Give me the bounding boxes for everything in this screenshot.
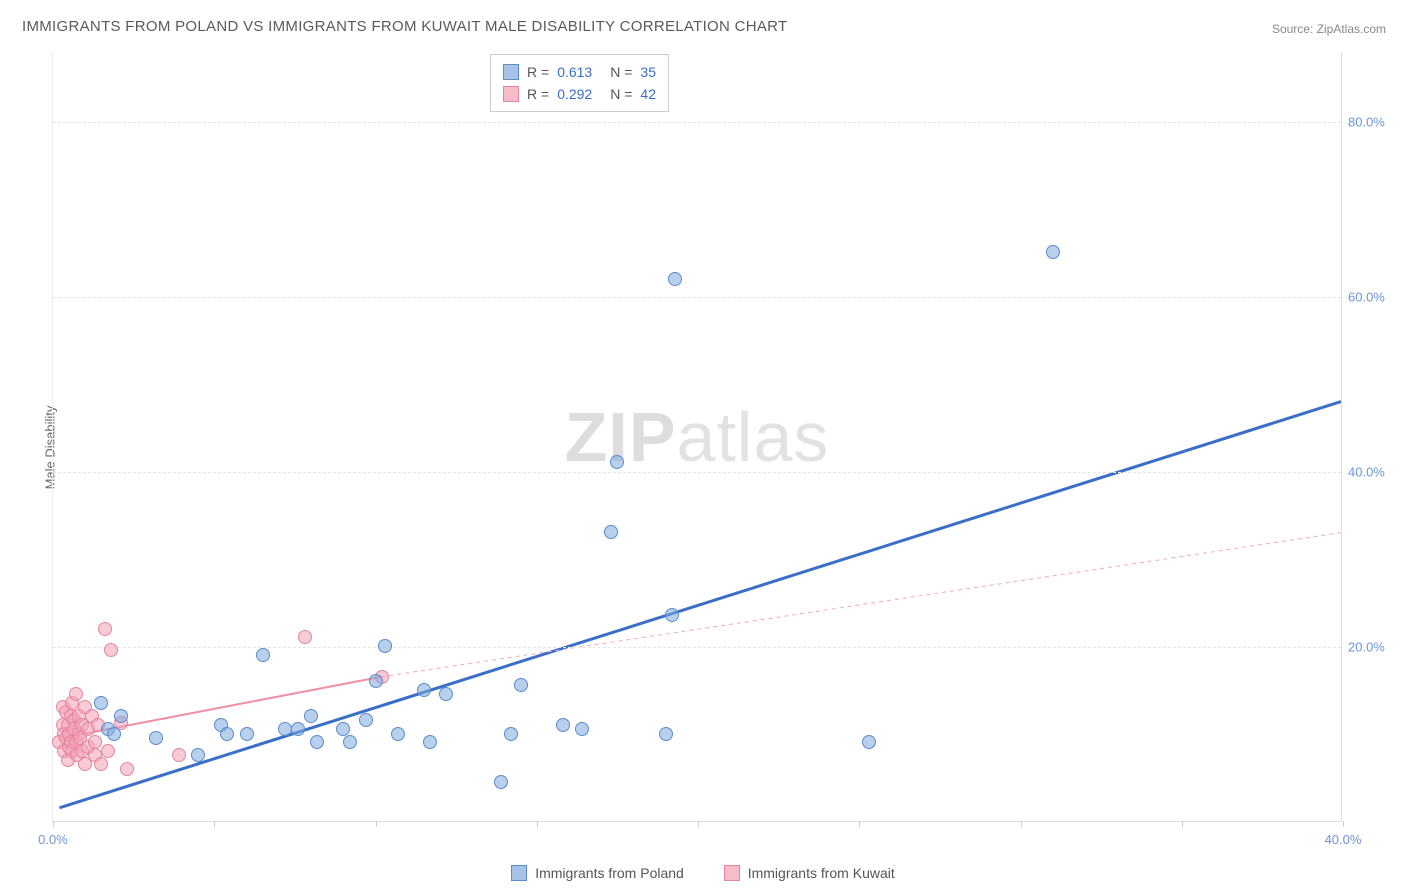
legend-stats-row: R = 0.613 N = 35: [503, 61, 656, 83]
gridline: [53, 122, 1341, 123]
y-tick-label: 60.0%: [1348, 290, 1396, 305]
chart-title: IMMIGRANTS FROM POLAND VS IMMIGRANTS FRO…: [22, 18, 788, 35]
data-point: [149, 731, 163, 745]
gridline: [53, 297, 1341, 298]
data-point: [439, 687, 453, 701]
watermark: ZIPatlas: [565, 397, 830, 477]
legend-item: Immigrants from Kuwait: [724, 865, 895, 881]
x-tick: [698, 821, 699, 827]
data-point: [343, 735, 357, 749]
plot-area: ZIPatlas 20.0%40.0%60.0%80.0%0.0%40.0%: [52, 52, 1342, 822]
data-point: [417, 683, 431, 697]
data-point: [391, 727, 405, 741]
x-tick: [1343, 821, 1344, 827]
trend-line: [381, 533, 1341, 677]
x-tick: [1182, 821, 1183, 827]
swatch-pink-icon: [724, 865, 740, 881]
x-tick: [53, 821, 54, 827]
legend-item: Immigrants from Poland: [511, 865, 684, 881]
source-text: Source: ZipAtlas.com: [1272, 22, 1386, 36]
data-point: [659, 727, 673, 741]
legend-stats-row: R = 0.292 N = 42: [503, 83, 656, 105]
r-value-pink: 0.292: [557, 86, 592, 102]
trend-line: [59, 402, 1341, 808]
r-label: R =: [527, 64, 549, 80]
data-point: [120, 762, 134, 776]
data-point: [423, 735, 437, 749]
x-tick: [859, 821, 860, 827]
data-point: [514, 678, 528, 692]
data-point: [107, 727, 121, 741]
gridline: [53, 472, 1341, 473]
r-label: R =: [527, 86, 549, 102]
legend-label: Immigrants from Kuwait: [748, 865, 895, 881]
swatch-blue-icon: [511, 865, 527, 881]
data-point: [278, 722, 292, 736]
data-point: [98, 622, 112, 636]
data-point: [610, 455, 624, 469]
data-point: [336, 722, 350, 736]
data-point: [504, 727, 518, 741]
data-point: [668, 272, 682, 286]
x-tick-label: 40.0%: [1325, 832, 1362, 847]
r-value-blue: 0.613: [557, 64, 592, 80]
legend-label: Immigrants from Poland: [535, 865, 684, 881]
data-point: [291, 722, 305, 736]
data-point: [88, 735, 102, 749]
x-tick: [1021, 821, 1022, 827]
data-point: [298, 630, 312, 644]
n-value-pink: 42: [640, 86, 656, 102]
data-point: [369, 674, 383, 688]
n-label: N =: [610, 86, 632, 102]
data-point: [494, 775, 508, 789]
swatch-blue-icon: [503, 64, 519, 80]
data-point: [94, 757, 108, 771]
data-point: [220, 727, 234, 741]
trend-lines-layer: [53, 52, 1341, 821]
n-value-blue: 35: [640, 64, 656, 80]
legend-bottom: Immigrants from Poland Immigrants from K…: [0, 865, 1406, 884]
data-point: [104, 643, 118, 657]
data-point: [604, 525, 618, 539]
data-point: [1046, 245, 1060, 259]
x-tick: [376, 821, 377, 827]
data-point: [240, 727, 254, 741]
data-point: [172, 748, 186, 762]
legend-stats-box: R = 0.613 N = 35 R = 0.292 N = 42: [490, 54, 669, 112]
data-point: [310, 735, 324, 749]
data-point: [378, 639, 392, 653]
y-tick-label: 20.0%: [1348, 640, 1396, 655]
x-tick: [537, 821, 538, 827]
y-tick-label: 40.0%: [1348, 465, 1396, 480]
data-point: [556, 718, 570, 732]
data-point: [862, 735, 876, 749]
data-point: [69, 687, 83, 701]
gridline: [53, 647, 1341, 648]
n-label: N =: [610, 64, 632, 80]
swatch-pink-icon: [503, 86, 519, 102]
x-tick-label: 0.0%: [38, 832, 68, 847]
data-point: [665, 608, 679, 622]
data-point: [575, 722, 589, 736]
y-tick-label: 80.0%: [1348, 115, 1396, 130]
data-point: [359, 713, 373, 727]
data-point: [114, 709, 128, 723]
data-point: [101, 744, 115, 758]
data-point: [304, 709, 318, 723]
x-tick: [214, 821, 215, 827]
data-point: [94, 696, 108, 710]
data-point: [256, 648, 270, 662]
data-point: [191, 748, 205, 762]
